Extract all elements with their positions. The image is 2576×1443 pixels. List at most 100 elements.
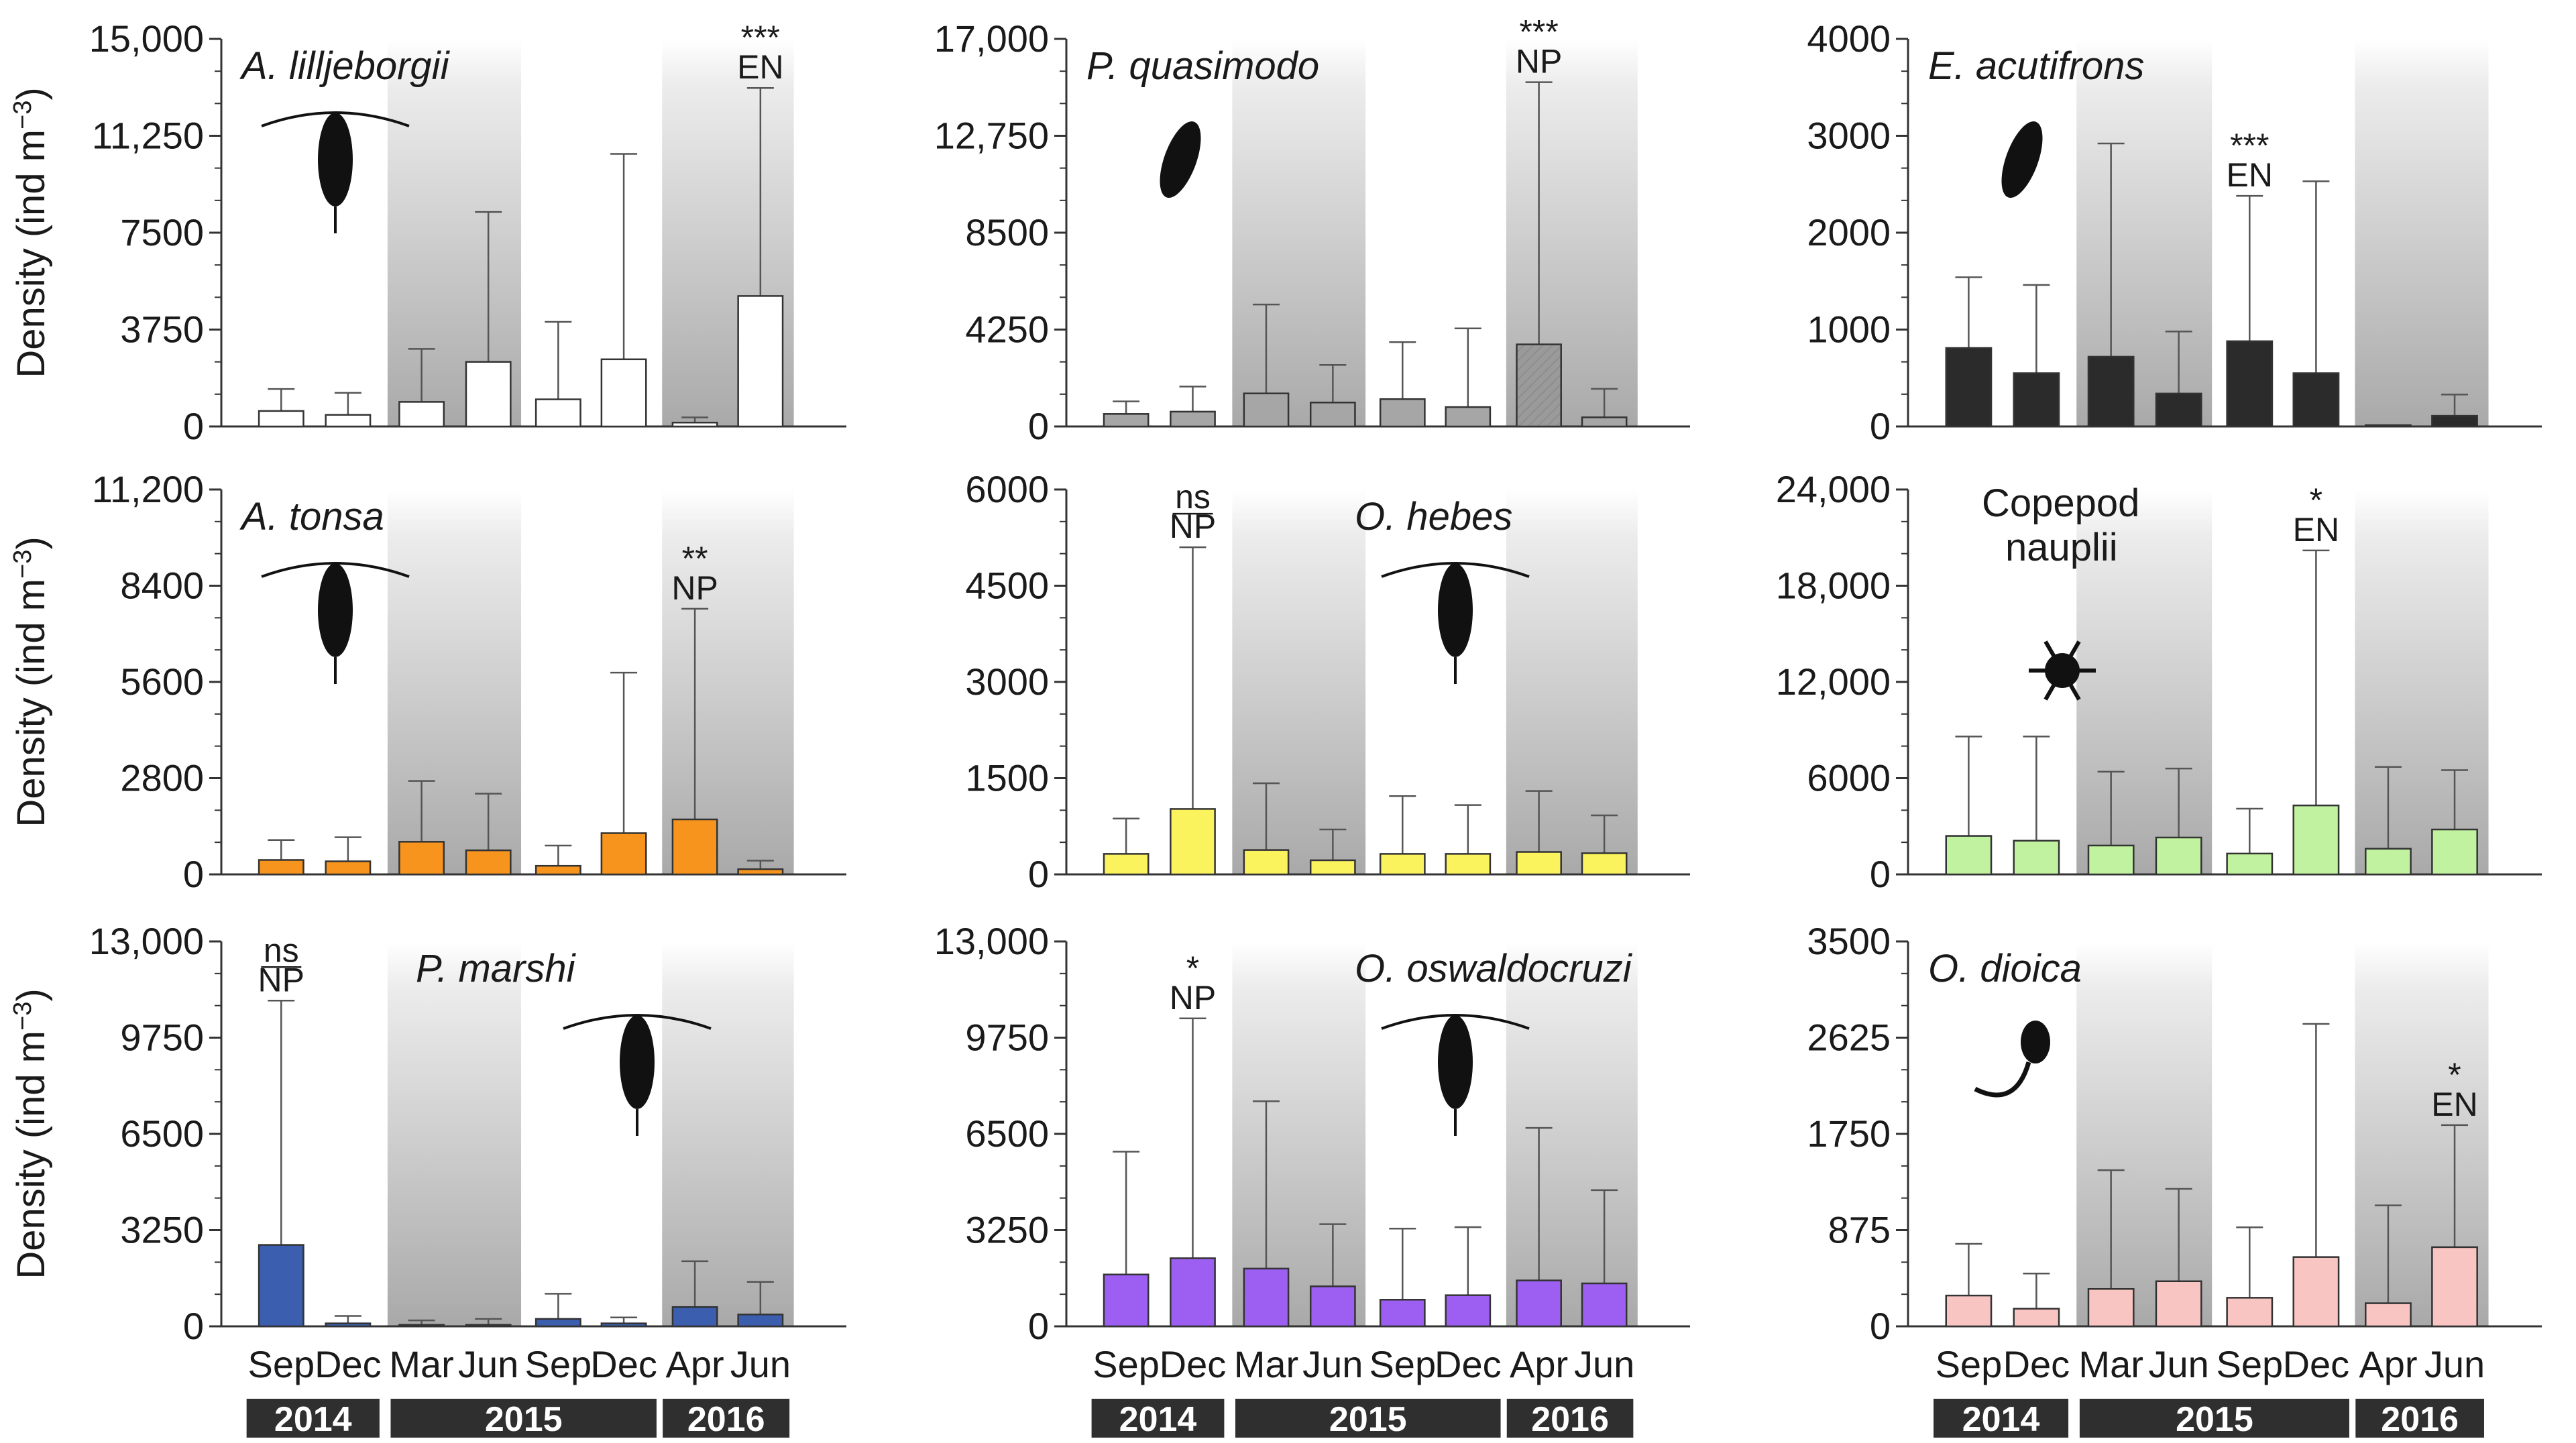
- year-box: [390, 1399, 657, 1438]
- bar: [1103, 1273, 1150, 1328]
- shaded-band: [387, 941, 522, 1326]
- y-tick-label: 0: [1870, 405, 1891, 447]
- y-tick-label: 15,000: [89, 17, 204, 60]
- bar: [2292, 1256, 2340, 1328]
- x-tick-label: Jun: [1574, 1343, 1634, 1385]
- bar: [1379, 853, 1426, 876]
- copepod-antennae: [261, 111, 410, 127]
- bar: [1243, 849, 1290, 876]
- x-tick-label: Jun: [1302, 1343, 1363, 1385]
- species-title: A. lilljeborgii: [239, 44, 451, 88]
- bar: [2431, 1246, 2478, 1328]
- panel-2: 0 1000 2000 3000 4000 EN*** E. acutifrons: [1807, 17, 2542, 447]
- panel-0: 0 3750 7500 11,250 15,000 EN*** A. lilljeborgi…: [9, 17, 846, 447]
- bar: [671, 1306, 718, 1328]
- appendicularian-trunk: [2021, 1021, 2050, 1063]
- annotation-marker: *: [1186, 949, 1199, 987]
- bar: [1309, 402, 1356, 428]
- y-tick-label: 0: [183, 1305, 204, 1347]
- y-tick-label: 3500: [1807, 920, 1891, 962]
- bar: [1309, 859, 1356, 876]
- x-tick-label: Jun: [458, 1343, 518, 1385]
- shaded-band: [662, 941, 794, 1326]
- x-tick-label: Sep: [247, 1343, 315, 1385]
- bar: [1170, 808, 1216, 876]
- y-axis-label-text: Density (ind m: [9, 129, 53, 378]
- bar: [325, 414, 372, 428]
- shaded-band: [2355, 39, 2489, 426]
- bar: [737, 1314, 784, 1328]
- organism-silhouette: [2001, 121, 2043, 198]
- y-axis-label-end: ): [9, 536, 53, 549]
- bar: [2013, 1308, 2060, 1328]
- y-tick-label: 9750: [120, 1017, 204, 1059]
- appendicularian-tail: [1974, 1061, 2031, 1098]
- organism-silhouette: [261, 562, 410, 684]
- year-box: [663, 1399, 790, 1438]
- bar: [2013, 840, 2060, 876]
- bar: [258, 410, 304, 428]
- shaded-band: [1506, 489, 1638, 874]
- y-tick-label: 0: [1028, 1305, 1049, 1347]
- y-tick-label: 4500: [965, 565, 1049, 607]
- shaded-band: [1506, 941, 1638, 1326]
- bar: [1516, 1279, 1562, 1328]
- year-label: 2016: [1531, 1400, 1609, 1439]
- y-tick-label: 9750: [965, 1017, 1049, 1059]
- panel-3: 0 2800 5600 8400 11,200 NP** A. tonsa Density (…: [9, 468, 846, 895]
- bar: [1103, 853, 1150, 876]
- bar: [2087, 355, 2135, 428]
- bar: [2431, 828, 2478, 876]
- x-tick-label: Dec: [2283, 1343, 2350, 1385]
- bar: [1309, 1285, 1356, 1328]
- x-tick-label: Sep: [1936, 1343, 2003, 1385]
- species-title: O. oswaldocruzi: [1355, 947, 1633, 990]
- bar: [2226, 852, 2274, 876]
- annotation-label: EN: [2227, 156, 2273, 194]
- y-axis-label: Density (ind m−3): [9, 87, 53, 378]
- nauplius-limb: [2043, 669, 2064, 701]
- x-tick-label: Dec: [315, 1343, 382, 1385]
- y-tick-label: 1000: [1807, 308, 1891, 351]
- year-label: 2015: [2176, 1400, 2253, 1439]
- year-label: 2015: [485, 1400, 563, 1439]
- x-tick-label: Dec: [1435, 1343, 1502, 1385]
- species-title: nauplii: [2005, 526, 2118, 569]
- y-tick-label: 2000: [1807, 211, 1891, 253]
- bar: [1945, 835, 1993, 876]
- year-label: 2014: [274, 1400, 352, 1439]
- x-tick-label: Apr: [1510, 1343, 1568, 1385]
- x-tick-label: Dec: [590, 1343, 657, 1385]
- bar: [2155, 392, 2202, 428]
- copepod-antennae: [563, 1014, 712, 1030]
- bar: [535, 1318, 581, 1328]
- copepod-antennae: [1381, 1014, 1530, 1030]
- bar: [1945, 1294, 1993, 1328]
- y-axis-label: Density (ind m−3): [9, 988, 53, 1279]
- year-box: [1506, 1399, 1634, 1438]
- y-tick-label: 875: [1828, 1209, 1891, 1251]
- y-tick-label: 0: [1028, 405, 1049, 447]
- y-tick-label: 12,750: [934, 115, 1049, 157]
- bar: [1445, 1294, 1492, 1328]
- x-tick-label: Jun: [730, 1343, 791, 1385]
- bar: [1243, 392, 1290, 428]
- species-title: E. acutifrons: [1928, 44, 2144, 88]
- bar: [258, 859, 304, 876]
- x-tick-label: Sep: [1369, 1343, 1436, 1385]
- x-tick-label: Sep: [2216, 1343, 2283, 1385]
- bar: [1103, 413, 1150, 428]
- year-box: [246, 1399, 380, 1438]
- y-tick-label: 7500: [120, 211, 204, 253]
- bar: [737, 868, 784, 876]
- organism-silhouette: [563, 1014, 712, 1136]
- x-tick-label: Mar: [1234, 1343, 1298, 1385]
- bar: [2365, 424, 2412, 428]
- bar: [1945, 347, 1993, 428]
- bar: [2155, 1280, 2202, 1328]
- bar: [325, 1322, 372, 1328]
- shaded-band: [2076, 489, 2213, 874]
- y-tick-label: 0: [1870, 1305, 1891, 1347]
- y-tick-label: 3750: [120, 308, 204, 351]
